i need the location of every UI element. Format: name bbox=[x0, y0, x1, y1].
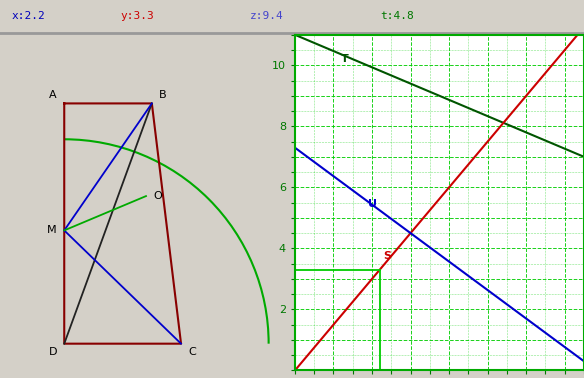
Text: O: O bbox=[153, 191, 162, 201]
Text: y:3.3: y:3.3 bbox=[120, 11, 154, 21]
Text: M: M bbox=[47, 225, 57, 235]
Text: A: A bbox=[49, 90, 57, 100]
Text: t:4.8: t:4.8 bbox=[380, 11, 413, 21]
Text: D: D bbox=[48, 347, 57, 357]
Text: S: S bbox=[384, 251, 391, 261]
Text: T: T bbox=[341, 54, 349, 64]
Text: B: B bbox=[159, 90, 167, 100]
Text: U: U bbox=[368, 199, 377, 209]
Text: x:2.2: x:2.2 bbox=[12, 11, 46, 21]
Text: z:9.4: z:9.4 bbox=[250, 11, 284, 21]
Text: C: C bbox=[188, 347, 196, 357]
